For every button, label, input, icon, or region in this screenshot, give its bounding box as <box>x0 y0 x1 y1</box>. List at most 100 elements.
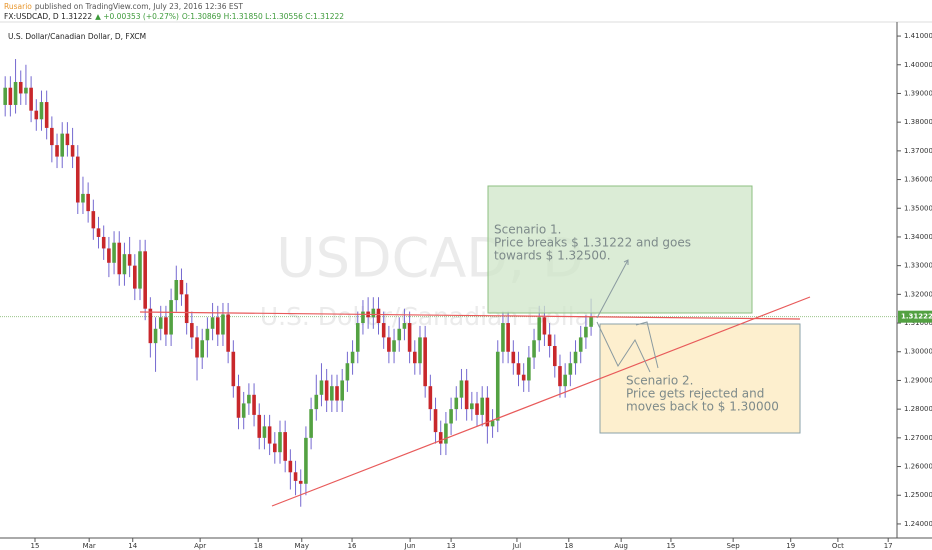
candle-body <box>381 323 386 338</box>
candle-body <box>34 110 39 120</box>
candle-body <box>324 380 329 401</box>
projection-arrows <box>596 259 659 373</box>
candle-body <box>361 311 365 324</box>
candle-body <box>480 397 485 415</box>
y-tick-label: 1.41000 <box>904 32 932 40</box>
candle-body <box>532 340 536 358</box>
scenario-1-line-1: Scenario 1. <box>494 223 561 237</box>
x-tick-label: Jul <box>512 542 522 550</box>
x-tick-label: 14 <box>128 542 137 550</box>
candle-body <box>423 337 427 387</box>
candle-body <box>542 317 547 335</box>
y-tick-label: 1.25000 <box>904 491 932 499</box>
candle-body <box>355 323 360 352</box>
candle-body <box>50 127 54 146</box>
candle-body <box>319 380 324 395</box>
arrow-head <box>623 259 629 265</box>
scenario-2-line-3: moves back to $ 1.30000 <box>626 400 779 414</box>
y-tick-label: 1.38000 <box>904 118 932 126</box>
ohlc: O:1.30869 H:1.31850 L:1.30556 C:1.31222 <box>182 12 344 21</box>
candle-body <box>18 81 23 94</box>
header-line-2: FX:USDCAD, D 1.31222 ▲ +0.00353 (+0.27%) O… <box>4 12 344 21</box>
candle-body <box>397 328 402 341</box>
candle-body <box>231 351 236 387</box>
candle-body <box>464 380 469 410</box>
candle-body <box>578 337 583 352</box>
candle-body <box>24 87 28 94</box>
candle-body <box>55 145 59 157</box>
arrow-down-path <box>596 321 651 373</box>
last-price-tag <box>898 310 932 323</box>
author: Rusario <box>4 2 32 11</box>
candle-body <box>174 280 179 301</box>
candle-body <box>407 323 412 352</box>
symbol: FX:USDCAD, D 1.31222 <box>4 12 92 21</box>
y-tick-label: 1.36000 <box>904 176 932 184</box>
x-tick-label: 17 <box>884 542 893 550</box>
y-tick-label: 1.27000 <box>904 434 932 442</box>
candle-body <box>501 323 505 352</box>
candle-body <box>267 426 272 444</box>
candle-body <box>304 437 308 484</box>
candle-body <box>521 374 526 381</box>
candle-body <box>584 326 588 338</box>
candle-body <box>552 346 557 367</box>
y-tick-label: 1.39000 <box>904 89 932 97</box>
y-tick-label: 1.28000 <box>904 405 932 413</box>
x-tick-label: 16 <box>348 542 357 550</box>
candle-body <box>470 403 474 410</box>
candle-body <box>298 480 303 484</box>
candle-body <box>454 397 459 410</box>
last-price-label: 1.31222 <box>901 313 932 321</box>
candle-body <box>184 294 189 324</box>
candle-body <box>293 472 298 481</box>
x-tick-label: 15 <box>31 542 40 550</box>
candle-body <box>210 317 215 329</box>
candle-body <box>81 193 85 203</box>
candle-body <box>428 386 433 410</box>
candle-body <box>252 394 256 415</box>
y-tick-label: 1.34000 <box>904 233 932 241</box>
candle-body <box>247 394 251 404</box>
x-tick-label: 19 <box>786 542 795 550</box>
candle-body <box>537 317 542 341</box>
x-tick-label: 18 <box>564 542 573 550</box>
candle-body <box>412 351 417 364</box>
published: published on TradingView.com, July 23, 2… <box>35 2 244 11</box>
candle-body <box>288 460 293 473</box>
y-tick-label: 1.31000 <box>904 319 932 327</box>
candle-body <box>60 133 65 157</box>
candle-body <box>8 87 13 105</box>
y-tick-label: 1.33000 <box>904 262 932 270</box>
y-tick-label: 1.29000 <box>904 376 932 384</box>
candle-body <box>91 211 96 229</box>
candle-body <box>127 254 132 266</box>
x-tick-label: Aug <box>614 542 628 550</box>
candle-body <box>506 323 510 352</box>
candle-body <box>195 337 199 358</box>
scenario-2-line-1: Scenario 2. <box>626 374 693 388</box>
x-tick-label: 13 <box>447 542 456 550</box>
candle-body <box>558 366 562 387</box>
candle-body <box>563 374 567 387</box>
candle-body <box>241 403 246 418</box>
candle-body <box>392 340 396 352</box>
candle-body <box>200 340 205 358</box>
candle-body <box>449 409 453 424</box>
candle-body <box>70 145 75 157</box>
candle-body <box>179 280 184 295</box>
candle-body <box>283 432 287 461</box>
y-tick-label: 1.40000 <box>904 61 932 69</box>
candle-body <box>490 420 495 427</box>
candle-body <box>345 363 350 381</box>
candle-body <box>169 300 173 335</box>
scenario-1-line-3: towards $ 1.32500. <box>494 249 611 263</box>
candle-body <box>511 351 516 364</box>
candle-body <box>340 380 345 401</box>
support-line <box>271 296 811 507</box>
candle-body <box>495 351 500 421</box>
y-tick-label: 1.30000 <box>904 348 932 356</box>
candle-body <box>122 254 127 275</box>
x-tick-label: 18 <box>254 542 263 550</box>
